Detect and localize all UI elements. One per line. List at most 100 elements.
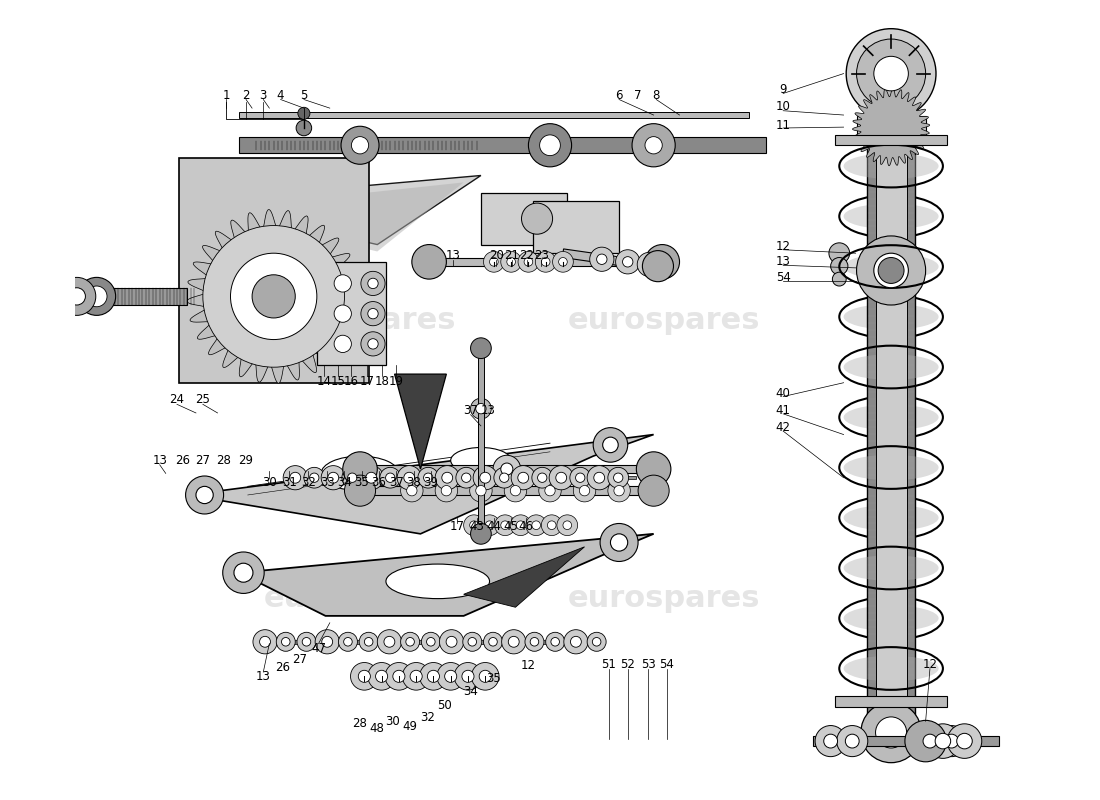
Circle shape	[302, 638, 311, 646]
Circle shape	[947, 724, 982, 758]
Text: 27: 27	[196, 454, 210, 467]
Ellipse shape	[844, 405, 938, 430]
Text: 29: 29	[239, 454, 253, 467]
Circle shape	[309, 473, 319, 482]
Text: 11: 11	[776, 119, 791, 132]
Circle shape	[538, 473, 547, 482]
Ellipse shape	[844, 505, 938, 530]
Circle shape	[632, 124, 675, 167]
Text: 41: 41	[776, 404, 791, 417]
Circle shape	[367, 662, 395, 690]
Circle shape	[564, 630, 589, 654]
Circle shape	[298, 107, 310, 119]
Circle shape	[253, 630, 277, 654]
Circle shape	[647, 462, 660, 476]
Circle shape	[462, 670, 474, 682]
Circle shape	[470, 521, 478, 530]
Circle shape	[400, 479, 424, 502]
Ellipse shape	[874, 109, 907, 122]
Circle shape	[315, 630, 339, 654]
Circle shape	[196, 486, 213, 504]
Circle shape	[400, 632, 419, 651]
Circle shape	[344, 454, 375, 485]
Circle shape	[596, 254, 607, 265]
Circle shape	[78, 278, 116, 315]
Circle shape	[637, 252, 661, 277]
Text: 12: 12	[923, 658, 937, 670]
Text: 33: 33	[320, 475, 334, 489]
Circle shape	[455, 467, 476, 488]
Circle shape	[353, 462, 367, 476]
Circle shape	[364, 638, 373, 646]
Ellipse shape	[844, 203, 938, 229]
Circle shape	[552, 251, 573, 272]
Circle shape	[824, 734, 837, 748]
Polygon shape	[395, 374, 447, 469]
Text: 17: 17	[360, 374, 374, 387]
Text: 47: 47	[311, 642, 326, 655]
Ellipse shape	[844, 555, 938, 581]
Ellipse shape	[844, 354, 938, 380]
Circle shape	[475, 403, 486, 414]
Circle shape	[837, 726, 868, 757]
Circle shape	[493, 455, 520, 483]
Circle shape	[421, 632, 440, 651]
Circle shape	[343, 452, 377, 486]
Circle shape	[610, 534, 628, 551]
Text: 23: 23	[534, 250, 549, 262]
Circle shape	[367, 309, 378, 319]
Circle shape	[366, 472, 376, 483]
Circle shape	[276, 632, 295, 651]
Circle shape	[563, 521, 572, 530]
Text: 28: 28	[353, 718, 367, 730]
Circle shape	[444, 670, 456, 682]
Bar	[178, 158, 368, 382]
Circle shape	[504, 479, 527, 502]
Circle shape	[500, 521, 509, 530]
Circle shape	[857, 39, 925, 108]
Circle shape	[637, 452, 671, 486]
Circle shape	[614, 473, 623, 482]
Circle shape	[328, 472, 339, 483]
Circle shape	[419, 662, 448, 690]
Polygon shape	[187, 210, 361, 383]
Polygon shape	[205, 182, 463, 251]
Circle shape	[516, 521, 525, 530]
Circle shape	[348, 473, 356, 482]
Text: 4: 4	[277, 89, 284, 102]
Text: 50: 50	[438, 699, 452, 712]
Bar	[857, 116, 925, 138]
Bar	[532, 202, 619, 254]
Text: 24: 24	[169, 394, 185, 406]
Circle shape	[502, 630, 526, 654]
Circle shape	[339, 632, 358, 651]
Polygon shape	[852, 89, 930, 166]
Polygon shape	[562, 249, 654, 270]
Circle shape	[410, 670, 422, 682]
Circle shape	[379, 467, 400, 488]
Text: 43: 43	[470, 521, 484, 534]
Circle shape	[473, 466, 497, 490]
Text: 13: 13	[152, 454, 167, 467]
Bar	[317, 262, 386, 366]
Circle shape	[367, 338, 378, 349]
Bar	[835, 135, 947, 146]
Text: 2: 2	[242, 89, 250, 102]
Circle shape	[470, 479, 492, 502]
Text: 49: 49	[403, 720, 418, 733]
Circle shape	[638, 475, 669, 506]
Text: 39: 39	[424, 475, 438, 489]
Text: 1: 1	[222, 89, 230, 102]
Circle shape	[845, 734, 859, 748]
Circle shape	[441, 486, 452, 496]
Text: 32: 32	[420, 711, 434, 724]
Circle shape	[923, 734, 937, 748]
Polygon shape	[477, 409, 484, 530]
Circle shape	[462, 473, 471, 482]
Circle shape	[518, 251, 539, 272]
Circle shape	[367, 278, 378, 289]
Text: 6: 6	[615, 89, 623, 102]
Text: 20: 20	[490, 250, 504, 262]
Circle shape	[494, 467, 515, 488]
Circle shape	[571, 636, 581, 647]
